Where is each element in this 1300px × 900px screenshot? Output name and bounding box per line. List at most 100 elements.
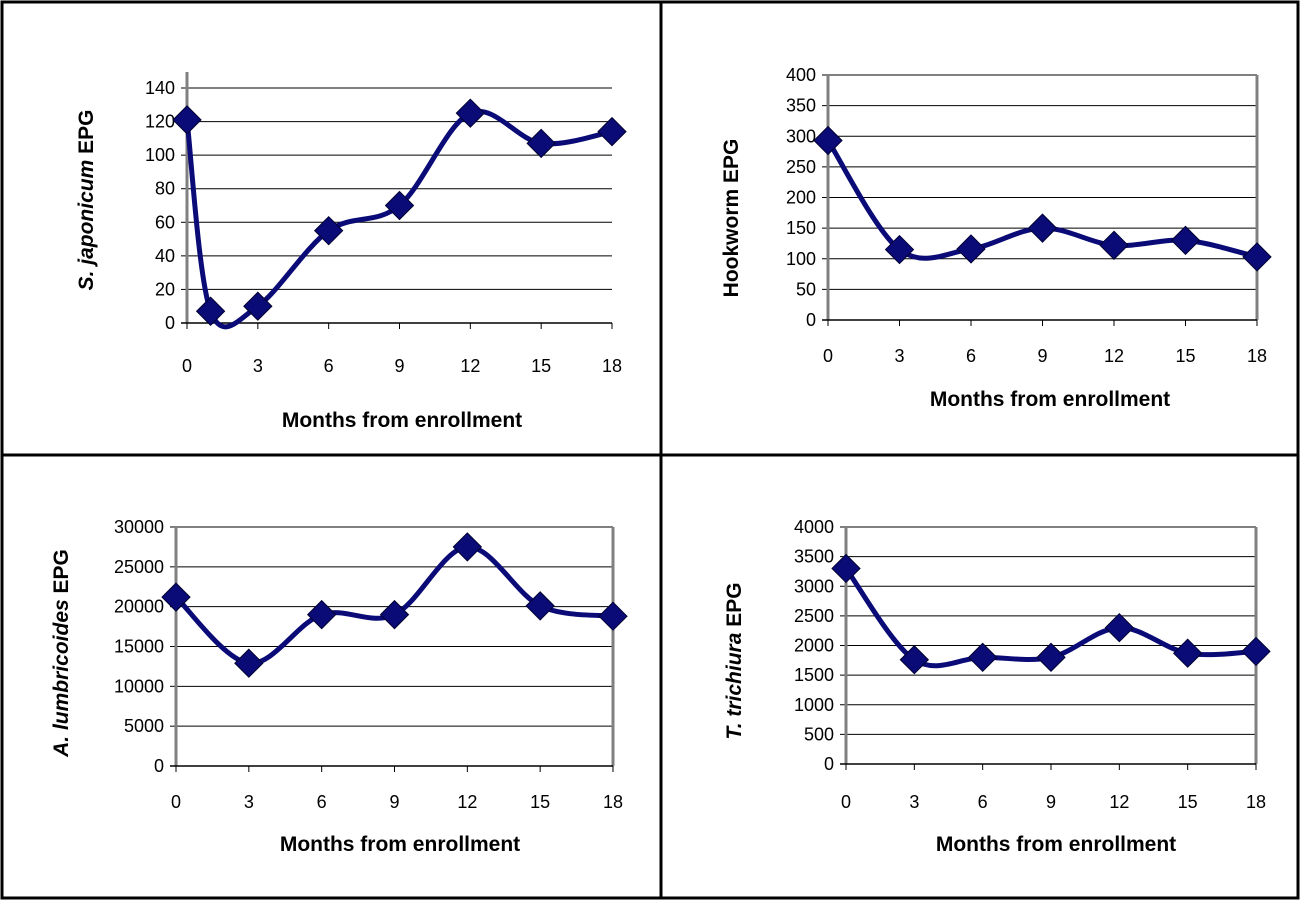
x-tick-label: 9 <box>394 356 404 376</box>
x-tick-label: 18 <box>1247 346 1267 366</box>
x-tick-label: 12 <box>457 792 477 812</box>
y-tick-label: 2000 <box>794 636 834 656</box>
x-tick-label: 3 <box>894 346 904 366</box>
y-tick-label: 350 <box>786 96 816 116</box>
data-point-marker <box>195 296 226 326</box>
x-axis-title: Months from enrollment <box>936 833 1176 856</box>
data-point-marker <box>384 190 415 221</box>
x-tick-label: 15 <box>1178 792 1198 812</box>
y-tick-label: 80 <box>155 179 175 199</box>
chart-panel-a-lumbricoides: 0 5000 10000 15000 20000 25000 30000 0 3 6 9 12 15 1… <box>50 517 628 856</box>
x-tick-label: 18 <box>602 356 622 376</box>
data-point-marker <box>899 645 930 675</box>
y-tick-labels: 0 500 1000 1500 2000 2500 3000 3500 4000 <box>794 517 834 774</box>
data-point-marker <box>884 234 915 265</box>
x-tick-labels: 0 3 6 9 12 15 18 <box>841 792 1266 812</box>
y-tick-label: 300 <box>786 126 816 146</box>
y-tick-label: 400 <box>786 65 816 85</box>
series-line <box>831 553 1271 675</box>
y-tick-label: 140 <box>145 78 175 98</box>
y-tick-label: 3000 <box>794 576 834 596</box>
y-tick-label: 500 <box>804 724 834 744</box>
x-tick-label: 15 <box>530 792 550 812</box>
y-axis-title-rest: EPG <box>75 110 98 160</box>
y-tick-labels: 0 5000 10000 15000 20000 25000 30000 <box>114 517 164 776</box>
x-axis-title: Months from enrollment <box>930 388 1170 411</box>
data-point-marker <box>455 98 486 128</box>
x-tick-label: 9 <box>1037 346 1047 366</box>
series-line <box>172 98 627 330</box>
x-tick-labels: 0 3 6 9 12 15 18 <box>182 356 622 376</box>
data-point-marker <box>161 582 191 612</box>
plot-frame <box>822 75 1259 321</box>
x-tick-label: 18 <box>1246 792 1266 812</box>
y-tick-label: 1500 <box>794 665 834 685</box>
data-point-marker <box>452 532 483 562</box>
chart-panel-s-japonicum: 0 20 40 60 80 100 120 140 0 3 6 9 12 15 18 Months fro… <box>75 72 627 432</box>
gridlines <box>170 526 614 772</box>
y-axis-title-rest: Hookworm EPG <box>720 139 743 298</box>
y-axis-title: Hookworm EPG <box>720 139 743 298</box>
x-tick-label: 0 <box>841 792 851 812</box>
y-tick-labels: 0 20 40 60 80 100 120 140 <box>145 78 175 333</box>
y-tick-label: 5000 <box>124 716 164 736</box>
y-axis-title-rest: EPG <box>50 549 73 599</box>
data-point-marker <box>597 116 627 147</box>
y-tick-label: 20 <box>155 279 175 299</box>
data-point-marker <box>1104 613 1135 643</box>
x-tick-label: 6 <box>966 346 976 366</box>
x-tick-label: 15 <box>1175 346 1195 366</box>
y-tick-label: 120 <box>145 112 175 132</box>
data-point-marker <box>956 234 986 264</box>
y-axis-title: A. lumbricoides EPG <box>50 549 73 758</box>
x-tick-label: 0 <box>182 356 192 376</box>
x-tick-labels: 0 3 6 9 12 15 18 <box>823 346 1267 366</box>
x-tick-label: 15 <box>531 356 551 376</box>
y-axis-title: T. trichiura EPG <box>723 582 746 739</box>
data-point-marker <box>172 105 202 135</box>
data-point-marker <box>598 601 628 631</box>
y-tick-label: 20000 <box>114 597 164 617</box>
data-point-marker <box>1170 225 1201 256</box>
data-point-marker <box>243 291 273 321</box>
data-point-marker <box>1172 638 1203 668</box>
y-tick-label: 2500 <box>794 606 834 626</box>
y-tick-labels: 0 50 100 150 200 250 300 350 400 <box>786 65 816 330</box>
series-line <box>161 532 628 678</box>
data-point-marker <box>831 553 861 584</box>
data-point-marker <box>525 591 555 621</box>
y-tick-label: 4000 <box>794 517 834 537</box>
y-axis-title: S. japonicum EPG <box>75 110 98 291</box>
x-tick-label: 3 <box>244 792 254 812</box>
y-tick-label: 40 <box>155 246 175 266</box>
data-point-marker <box>313 215 344 246</box>
x-axis-title: Months from enrollment <box>282 409 522 432</box>
data-point-marker <box>1241 636 1271 667</box>
y-axis-title-italic: T. trichiura <box>723 632 746 739</box>
data-point-marker <box>306 599 337 630</box>
x-tick-label: 9 <box>1046 792 1056 812</box>
x-tick-label: 6 <box>978 792 988 812</box>
series-line <box>813 125 1272 272</box>
y-tick-label: 100 <box>786 249 816 269</box>
x-tick-label: 6 <box>324 356 334 376</box>
y-tick-label: 10000 <box>114 676 164 696</box>
y-tick-label: 0 <box>824 754 834 774</box>
x-tick-labels: 0 3 6 9 12 15 18 <box>171 792 623 812</box>
y-axis-title-rest: EPG <box>723 582 746 632</box>
y-axis-title-italic: A. lumbricoides <box>50 599 73 758</box>
y-tick-label: 30000 <box>114 517 164 537</box>
y-tick-label: 15000 <box>114 637 164 657</box>
y-axis-title-italic: S. japonicum <box>75 160 98 291</box>
data-point-marker <box>526 128 556 159</box>
data-point-marker <box>813 125 843 156</box>
data-point-marker <box>234 648 264 678</box>
data-point-marker <box>1027 213 1058 243</box>
chart-panel-hookworm: 0 50 100 150 200 250 300 350 400 0 3 6 9 12 15 18 Mont… <box>720 65 1272 411</box>
data-point-marker <box>1036 642 1066 673</box>
x-tick-label: 3 <box>253 356 263 376</box>
y-tick-label: 100 <box>145 145 175 165</box>
x-tick-label: 3 <box>909 792 919 812</box>
